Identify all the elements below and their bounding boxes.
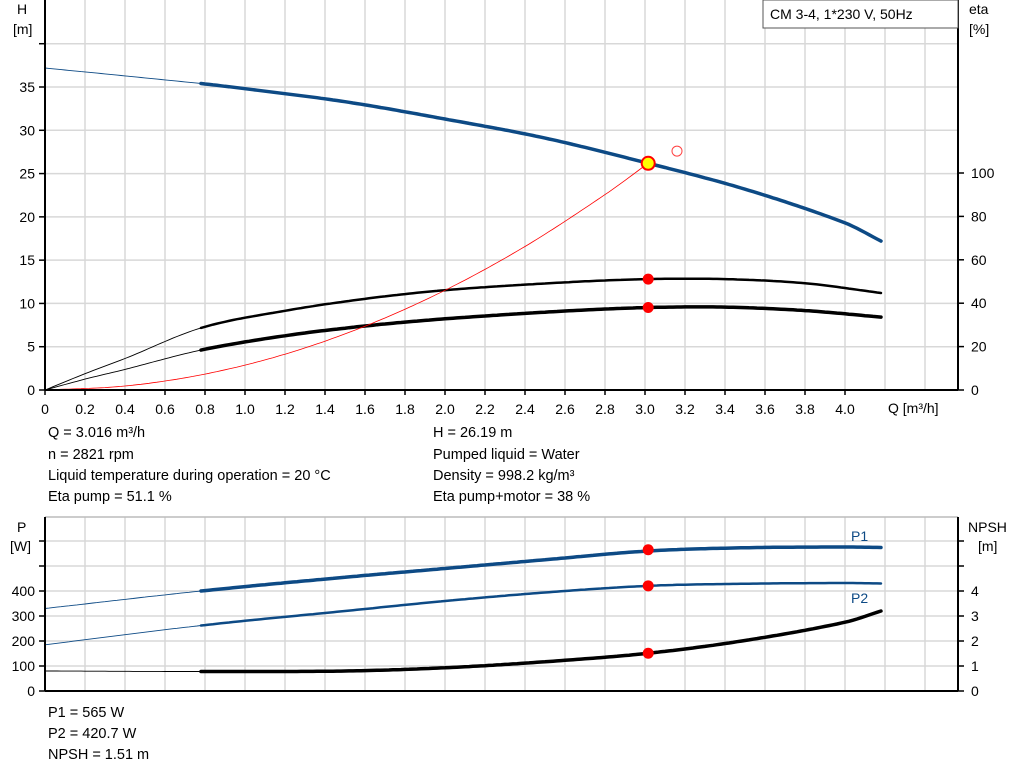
npsh-tick-label: 0 <box>971 683 979 699</box>
h-tick-label: 15 <box>19 252 35 268</box>
title-box: CM 3-4, 1*230 V, 50Hz <box>762 0 959 29</box>
q-tick-label: 1.6 <box>355 401 375 417</box>
duty-point-P2 <box>642 580 654 592</box>
npsh-axis-unit: [m] <box>978 538 997 554</box>
q-tick-label: 0.6 <box>155 401 175 417</box>
npsh-tick-label: 2 <box>971 633 979 649</box>
legend-p2: P2 <box>851 590 868 606</box>
q-tick-label: 3.8 <box>795 401 815 417</box>
q-tick-label: 2.4 <box>515 401 535 417</box>
duty-point-eta_pump_motor <box>642 302 654 314</box>
info-eta-pump-motor: Eta pump+motor = 38 % <box>433 489 591 505</box>
curve-eta_pump <box>199 277 883 330</box>
q-tick-label: 1.4 <box>315 401 335 417</box>
q-tick-label: 2.0 <box>435 401 455 417</box>
h-tick-label: 20 <box>19 209 35 225</box>
h-tick-label: 25 <box>19 166 35 182</box>
axes <box>39 0 964 692</box>
eta-tick-label: 40 <box>971 295 987 311</box>
duty-point-H <box>640 155 656 171</box>
q-tick-label: 1.0 <box>235 401 255 417</box>
q-tick-label: 2.8 <box>595 401 615 417</box>
curve-NPSH-extended <box>45 670 201 672</box>
npsh-tick-label: 1 <box>971 658 979 674</box>
eta-tick-label: 0 <box>971 382 979 398</box>
eta-tick-label: 60 <box>971 252 987 268</box>
npsh-tick-label: 3 <box>971 608 979 624</box>
q-tick-label: 3.6 <box>755 401 775 417</box>
q-tick-label: 1.8 <box>395 401 415 417</box>
curve-P2 <box>199 581 883 627</box>
eta-axis-label: eta <box>969 1 989 17</box>
curve-eta_pump-extended <box>44 327 202 391</box>
title-box-text: CM 3-4, 1*230 V, 50Hz <box>770 6 913 22</box>
h-tick-label: 10 <box>19 295 35 311</box>
curves <box>44 67 883 674</box>
h-tick-label: 30 <box>19 122 35 138</box>
p-tick-label: 200 <box>12 633 36 649</box>
p-tick-label: 0 <box>27 683 35 699</box>
q-tick-label: 0 <box>41 401 49 417</box>
q-tick-label: 4.0 <box>835 401 855 417</box>
q-tick-label: 3.4 <box>715 401 735 417</box>
legend-p1: P1 <box>851 528 868 544</box>
p-tick-label: 400 <box>12 583 36 599</box>
q-tick-label: 0.2 <box>75 401 95 417</box>
duty-point-NPSH <box>642 647 654 659</box>
npsh-axis-label: NPSH <box>968 519 1007 535</box>
eta-tick-label: 100 <box>971 165 995 181</box>
q-tick-label: 1.2 <box>275 401 295 417</box>
q-axis-label: Q [m³/h] <box>888 400 939 416</box>
info-p1: P1 = 565 W <box>48 705 125 721</box>
q-tick-label: 3.0 <box>635 401 655 417</box>
info-pumped-liquid: Pumped liquid = Water <box>433 447 580 463</box>
curve-system_curve <box>44 162 649 391</box>
p-axis-unit: [W] <box>10 538 31 554</box>
curve-eta_pump_motor-extended <box>44 349 202 391</box>
curve-NPSH <box>199 609 883 674</box>
curve-H <box>199 81 883 243</box>
info-eta-pump: Eta pump = 51.1 % <box>48 489 172 505</box>
q-tick-label: 2.2 <box>475 401 495 417</box>
curve-P2-extended <box>44 625 202 646</box>
q-tick-label: 0.4 <box>115 401 135 417</box>
curve-eta_pump_motor <box>199 305 883 352</box>
npsh-tick-label: 4 <box>971 583 979 599</box>
info-npsh: NPSH = 1.51 m <box>48 747 150 763</box>
duty-point-eta_pump <box>642 273 654 285</box>
h-axis-label: H <box>17 1 27 17</box>
h-tick-label: 0 <box>27 382 35 398</box>
info-h: H = 26.19 m <box>433 425 513 441</box>
info-liquid-temp: Liquid temperature during operation = 20… <box>48 468 331 484</box>
top-chart-grid <box>45 0 958 390</box>
curve-H-extended <box>44 67 202 84</box>
q-tick-label: 3.2 <box>675 401 695 417</box>
eta-tick-label: 20 <box>971 339 987 355</box>
curve-P1 <box>199 545 883 593</box>
eta-axis-unit: [%] <box>969 21 989 37</box>
curve-P1-extended <box>44 590 202 609</box>
info-q: Q = 3.016 m³/h <box>48 425 146 441</box>
p-axis-label: P <box>17 519 26 535</box>
q-tick-label: 0.8 <box>195 401 215 417</box>
info-p2: P2 = 420.7 W <box>48 726 137 742</box>
info-density: Density = 998.2 kg/m³ <box>433 468 575 484</box>
h-tick-label: 5 <box>27 339 35 355</box>
p-tick-label: 300 <box>12 608 36 624</box>
h-axis-unit: [m] <box>13 21 32 37</box>
p-tick-label: 100 <box>12 658 36 674</box>
requested-duty-point <box>671 145 683 157</box>
duty-point-P1 <box>642 544 654 556</box>
eta-tick-label: 80 <box>971 208 987 224</box>
info-speed: n = 2821 rpm <box>48 447 134 463</box>
q-tick-label: 2.6 <box>555 401 575 417</box>
h-tick-label: 35 <box>19 79 35 95</box>
